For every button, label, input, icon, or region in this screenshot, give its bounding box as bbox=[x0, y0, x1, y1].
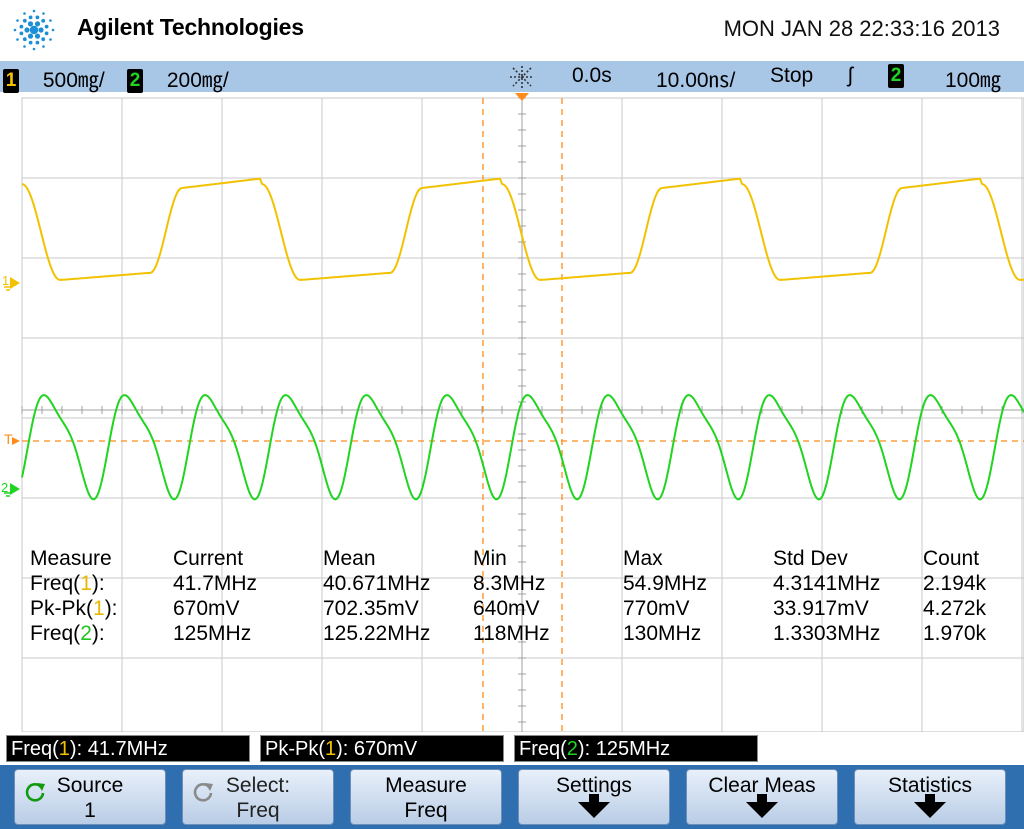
softkey-label: Select: bbox=[225, 774, 291, 797]
ch2-scale: 200㎎/ bbox=[166, 69, 229, 92]
measure-value: 118MHz bbox=[473, 622, 550, 645]
measurement-readouts: Freq(1): 41.7MHz Pk-Pk(1): 670mV Freq(2): … bbox=[0, 732, 1024, 765]
measure-header-1: Current bbox=[173, 547, 244, 570]
brand-name: Agilent Technologies bbox=[77, 14, 304, 40]
select-softkey[interactable]: Select: Freq bbox=[182, 769, 334, 825]
measure-value: 1.3303MHz bbox=[773, 622, 881, 645]
source-softkey[interactable]: Source 1 bbox=[14, 769, 166, 825]
ch2-marker-label: 2 bbox=[1, 480, 8, 495]
softkey-label: Clear Meas bbox=[708, 774, 816, 797]
timebase-scale[interactable]: 10.00㎱/ bbox=[656, 69, 736, 92]
trigger-level-marker[interactable]: T bbox=[4, 431, 20, 447]
measure-value: 670mV bbox=[173, 597, 240, 620]
trigger-source-badge: 2 bbox=[888, 64, 904, 89]
down-arrow-icon bbox=[914, 794, 946, 818]
ch2-waveform bbox=[21, 393, 1024, 501]
measure-header-4: Max bbox=[623, 547, 663, 570]
down-arrow-icon bbox=[578, 794, 610, 818]
run-state[interactable]: Stop bbox=[770, 64, 814, 87]
softkey-value: Freq bbox=[404, 799, 448, 822]
measure-value: 1.970k bbox=[923, 622, 987, 645]
settings-softkey[interactable]: Settings bbox=[518, 769, 670, 825]
ch2-ground-marker[interactable]: 2 bbox=[1, 480, 20, 497]
softkey-label: Source bbox=[56, 774, 124, 797]
measure-value: 640mV bbox=[473, 597, 540, 620]
ch1-badge: 1 bbox=[3, 69, 19, 94]
ch1-marker-label: 1 bbox=[2, 273, 9, 288]
softkey-label: Statistics bbox=[887, 774, 973, 797]
date-time: MON JAN 28 22:33:16 2013 bbox=[723, 16, 1000, 41]
measurement-readout[interactable]: Freq(2): 125MHz bbox=[514, 735, 758, 762]
measure-value: 770mV bbox=[623, 597, 690, 620]
ch2-scale-group[interactable]: 2 200㎎/ bbox=[127, 64, 229, 94]
ch1-ground-marker[interactable]: 1 bbox=[2, 273, 20, 291]
softkey-value: Freq bbox=[236, 799, 280, 822]
measure-row-label: Freq(2): bbox=[30, 622, 105, 645]
cycle-icon bbox=[25, 783, 45, 802]
measure-header-5: Std Dev bbox=[773, 547, 848, 570]
softkey-label: Measure bbox=[385, 774, 467, 797]
down-arrow-icon bbox=[746, 794, 778, 818]
cycle-icon bbox=[193, 783, 213, 802]
trigger-level[interactable]: 100㎎ bbox=[945, 69, 1002, 92]
agilent-logo-icon bbox=[13, 9, 55, 51]
trigger-position-marker bbox=[515, 93, 529, 101]
softkey-bar: Source 1 Select: Freq Measure Freq Settings Cle… bbox=[0, 765, 1024, 829]
measurement-readout[interactable]: Freq(1): 41.7MHz bbox=[6, 735, 250, 762]
trigger-source-group[interactable]: 2 bbox=[888, 64, 904, 89]
statistics-softkey[interactable]: Statistics bbox=[854, 769, 1006, 825]
waveform-display[interactable]: 1 T 2 Measure Current Mean Min Max Std Dev Cou… bbox=[0, 92, 1024, 732]
measure-row-label: Freq(1): bbox=[30, 572, 105, 595]
measure-value: 4.3141MHz bbox=[773, 572, 881, 595]
measure-value: 130MHz bbox=[623, 622, 702, 645]
measure-header-3: Min bbox=[473, 547, 507, 570]
trigger-slope-icon: ʃ bbox=[848, 64, 853, 87]
measure-value: 40.671MHz bbox=[323, 572, 431, 595]
measure-value: 125.22MHz bbox=[323, 622, 431, 645]
measurement-readout[interactable]: Pk-Pk(1): 670mV bbox=[260, 735, 504, 762]
header: Agilent Technologies MON JAN 28 22:33:16… bbox=[0, 0, 1024, 61]
status-bar: 1 500㎎/ 2 200㎎/ 0.0s 10.00㎱/ Stop ʃ 2 10… bbox=[0, 61, 1024, 95]
measure-value: 702.35mV bbox=[323, 597, 419, 620]
measure-value: 8.3MHz bbox=[473, 572, 546, 595]
ch2-badge: 2 bbox=[127, 69, 143, 94]
measure-value: 54.9MHz bbox=[623, 572, 708, 595]
measure-value: 2.194k bbox=[923, 572, 987, 595]
ch1-scale-group[interactable]: 1 500㎎/ bbox=[3, 64, 105, 94]
ch1-scale: 500㎎/ bbox=[42, 69, 105, 92]
measure-header-0: Measure bbox=[30, 547, 112, 570]
softkey-value: 1 bbox=[84, 799, 96, 822]
measure-value: 41.7MHz bbox=[173, 572, 258, 595]
measure-value: 33.917mV bbox=[773, 597, 869, 620]
acquire-icon bbox=[509, 65, 535, 95]
graticule: 1 T 2 bbox=[1, 93, 1024, 732]
measure-value: 125MHz bbox=[173, 622, 252, 645]
measure-header-2: Mean bbox=[323, 547, 376, 570]
measure-header-6: Count bbox=[923, 547, 980, 570]
measure-softkey[interactable]: Measure Freq bbox=[350, 769, 502, 825]
clear-meas-softkey[interactable]: Clear Meas bbox=[686, 769, 838, 825]
trigger-marker-label: T bbox=[4, 431, 13, 447]
measure-value: 4.272k bbox=[923, 597, 987, 620]
measure-row-label: Pk-Pk(1): bbox=[30, 597, 118, 620]
horizontal-delay[interactable]: 0.0s bbox=[572, 64, 612, 87]
softkey-label: Settings bbox=[556, 774, 632, 797]
ch1-waveform bbox=[21, 177, 1024, 282]
